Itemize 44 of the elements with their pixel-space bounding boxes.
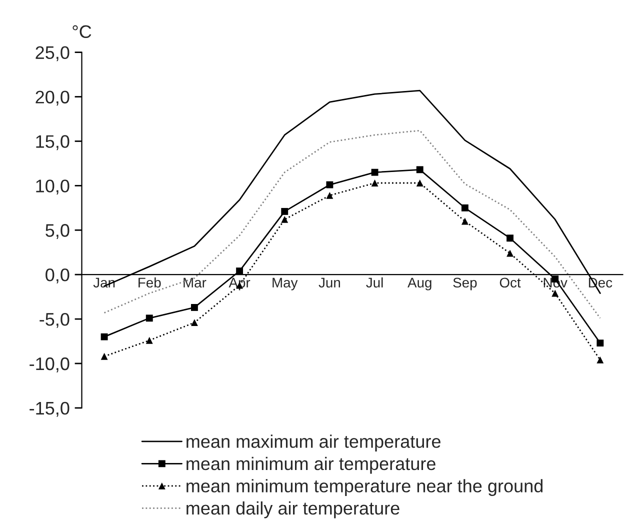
legend-label: mean daily air temperature: [186, 501, 400, 518]
legend-label: mean maximum air temperature: [186, 434, 440, 452]
x-tick-label: Jun: [318, 278, 340, 288]
y-tick-label: 15,0: [36, 135, 70, 150]
point: [281, 208, 288, 215]
x-tick-label: Feb: [138, 277, 161, 288]
y-axis-title: °C: [72, 25, 92, 38]
legend-label: mean minimum air temperature: [186, 456, 436, 474]
point: [416, 180, 424, 186]
y-tick-label: -15,0: [30, 402, 70, 417]
point: [326, 181, 334, 188]
y-tick-label: 20,0: [36, 90, 70, 106]
legend-label: mean minimum temperature near the ground: [186, 479, 542, 496]
x-tick-label: Sep: [453, 278, 477, 290]
y-tick-label: 5,0: [46, 224, 70, 239]
y-tick-label: 10,0: [36, 180, 70, 195]
y-tick-label: 25,0: [36, 46, 70, 62]
x-tick-label: May: [272, 278, 298, 290]
point: [371, 180, 378, 186]
point: [461, 204, 468, 212]
point: [552, 290, 559, 297]
y-tick-label: -10,0: [30, 357, 70, 372]
point: [506, 250, 514, 257]
point: [190, 304, 198, 311]
x-tick-label: Jul: [366, 277, 383, 288]
x-tick-label: Mar: [184, 278, 206, 288]
point: [100, 333, 108, 340]
point: [596, 356, 604, 364]
point: [326, 192, 334, 199]
point: [596, 340, 604, 347]
point: [146, 336, 153, 344]
point: [100, 352, 108, 360]
x-tick-label: Aug: [408, 278, 432, 290]
point: [236, 268, 244, 274]
point: [190, 319, 198, 326]
x-tick-label: Oct: [500, 278, 521, 288]
y-tick-label: 0,0: [46, 268, 70, 284]
point: [371, 168, 378, 176]
point: [506, 234, 514, 242]
point: [146, 314, 153, 322]
point: [461, 218, 468, 225]
point: [281, 216, 288, 223]
point: [416, 166, 424, 174]
y-tick-label: -5,0: [40, 312, 70, 328]
